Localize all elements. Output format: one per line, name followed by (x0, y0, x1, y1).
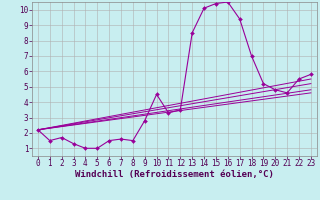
X-axis label: Windchill (Refroidissement éolien,°C): Windchill (Refroidissement éolien,°C) (75, 170, 274, 179)
